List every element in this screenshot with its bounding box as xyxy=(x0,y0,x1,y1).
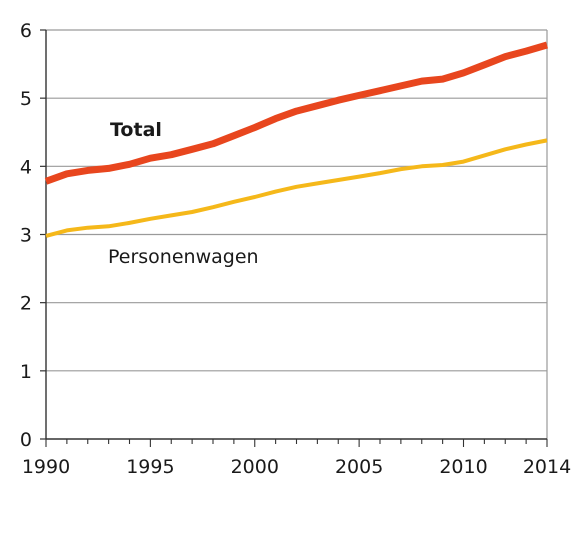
y-tick-label: 4 xyxy=(20,156,32,178)
series-lines xyxy=(44,41,548,238)
y-axis-tick-labels: 0 1 2 3 4 5 6 xyxy=(20,20,32,451)
x-tick-label: 2000 xyxy=(231,456,279,478)
y-tick-label: 3 xyxy=(20,225,32,247)
x-tick-label: 2005 xyxy=(335,456,383,478)
x-tick-label: 2014 xyxy=(523,456,571,478)
series-line-total xyxy=(44,41,548,185)
y-tick-label: 6 xyxy=(20,20,32,42)
x-tick-label: 2010 xyxy=(439,456,487,478)
y-tick-label: 5 xyxy=(20,88,32,110)
y-tick-label: 2 xyxy=(20,293,32,315)
y-tick-label: 1 xyxy=(20,361,32,383)
y-tick-label: 0 xyxy=(20,429,32,451)
series-label-personenwagen: Personenwagen xyxy=(108,246,259,268)
x-tick-label: 1995 xyxy=(126,456,174,478)
series-line-personenwagen xyxy=(45,138,548,238)
grid-lines xyxy=(46,29,547,372)
x-axis-tick-labels: 1990 1995 2000 2005 2010 2014 xyxy=(22,456,571,478)
series-label-total: Total xyxy=(110,119,162,141)
axes xyxy=(40,29,548,447)
x-tick-label: 1990 xyxy=(22,456,70,478)
